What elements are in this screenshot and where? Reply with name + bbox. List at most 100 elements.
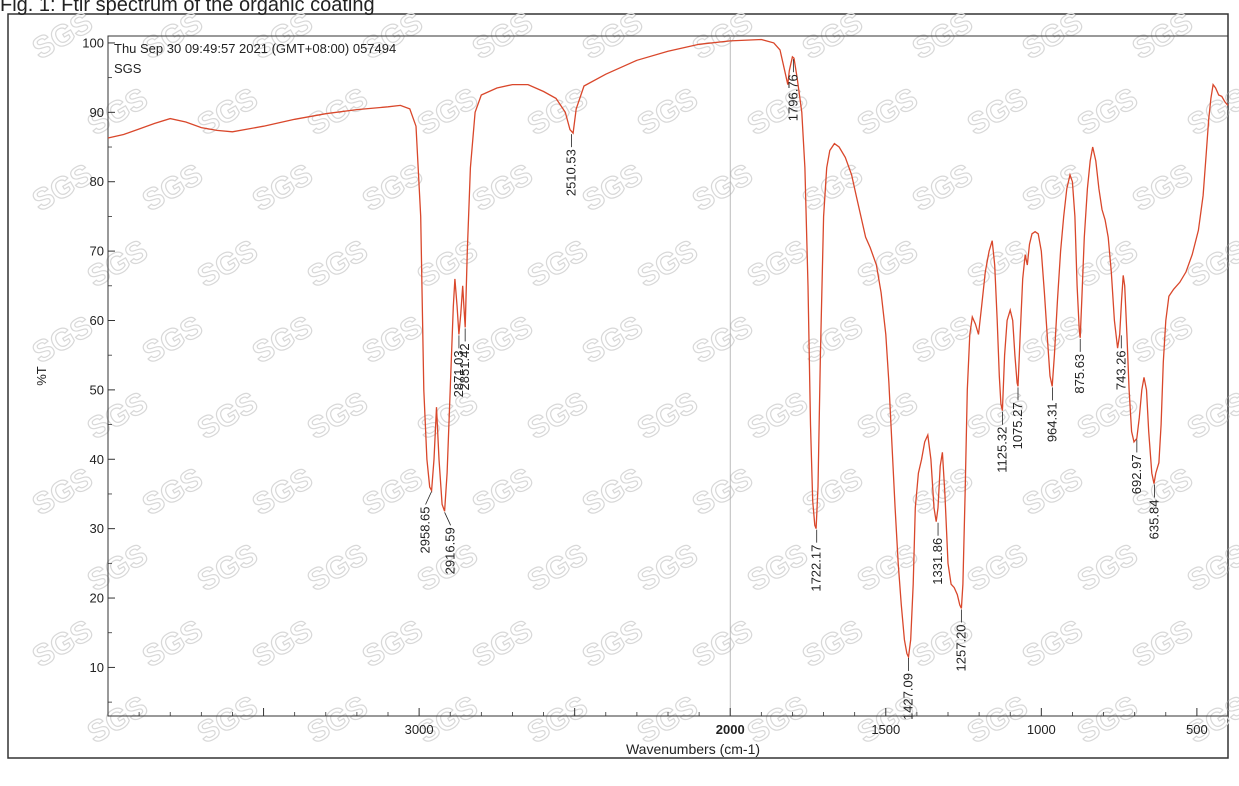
peak-label: 692.97 <box>1129 454 1144 494</box>
watermark-text: SGS <box>962 690 1033 750</box>
x-axis-label: Wavenumbers (cm-1) <box>626 741 760 757</box>
watermark-text: SGS <box>907 158 978 218</box>
watermark-text: SGS <box>852 234 923 294</box>
watermark-text: SGS <box>687 614 758 674</box>
y-axis: 100 90 80 70 60 50 40 30 20 10 <box>82 35 115 703</box>
watermark-text: SGS <box>412 386 483 446</box>
peak-leader <box>444 512 451 526</box>
watermark-text: SGS <box>907 462 978 522</box>
watermark-text: SGS <box>1127 310 1198 370</box>
watermark-text: SGS <box>82 538 153 598</box>
peak-label: 743.26 <box>1113 350 1128 390</box>
watermark-text: SGS <box>1182 538 1239 598</box>
x-tick-label: 2000 <box>716 722 745 737</box>
peak-label: 2871.03 <box>451 350 466 397</box>
watermark-text: SGS <box>247 158 318 218</box>
y-tick-label: 30 <box>90 521 104 536</box>
watermark-text: SGS <box>357 614 428 674</box>
watermark-text: SGS <box>522 690 593 750</box>
peak-label: 635.84 <box>1147 500 1162 540</box>
peak-leader <box>425 491 432 505</box>
watermark-text: SGS <box>1072 690 1143 750</box>
y-tick-label: 80 <box>90 174 104 189</box>
watermark-text: SGS <box>577 310 648 370</box>
watermark-text: SGS <box>742 234 813 294</box>
watermark-text: SGS <box>82 690 153 750</box>
watermark-text: SGS <box>1072 82 1143 142</box>
watermark-text: SGS <box>137 462 208 522</box>
chart-header-timestamp: Thu Sep 30 09:49:57 2021 (GMT+08:00) 057… <box>114 41 396 56</box>
y-tick-label: 70 <box>90 244 104 259</box>
watermark-text: SGS <box>1127 614 1198 674</box>
watermark-text: SGS <box>742 386 813 446</box>
watermark-text: SGS <box>137 614 208 674</box>
watermark-text: SGS <box>522 234 593 294</box>
watermark-text: SGS <box>27 310 98 370</box>
watermark-text: SGS <box>632 386 703 446</box>
watermark-text: SGS <box>797 310 868 370</box>
watermark-text: SGS <box>27 462 98 522</box>
watermark-text: SGS <box>27 614 98 674</box>
plot-area <box>107 35 1229 717</box>
watermark-text: SGS <box>632 538 703 598</box>
watermark-text: SGS <box>1182 690 1239 750</box>
watermark-text: SGS <box>1017 462 1088 522</box>
watermark-text: SGS <box>797 614 868 674</box>
y-tick-label: 90 <box>90 105 104 120</box>
watermark-text: SGS <box>357 310 428 370</box>
watermark-text: SGS <box>852 82 923 142</box>
watermark-text: SGS <box>687 310 758 370</box>
watermark-text: SGS <box>247 310 318 370</box>
peak-label: 2510.53 <box>564 149 579 196</box>
watermark-text: SGS <box>467 614 538 674</box>
x-axis: 3000 2000 1500 1000 500 <box>138 708 1229 737</box>
watermark-text: SGS <box>687 158 758 218</box>
watermark-text: SGS <box>247 614 318 674</box>
peak-label: 2916.59 <box>443 527 458 574</box>
watermark-text: SGS <box>192 538 263 598</box>
watermark-text: SGS <box>137 158 208 218</box>
peak-label: 2958.65 <box>418 506 433 553</box>
watermark-text: SGS <box>1182 386 1239 446</box>
watermark-text: SGS <box>797 462 868 522</box>
watermark-text: SGS <box>962 82 1033 142</box>
watermark-text: SGS <box>1072 538 1143 598</box>
watermark-text: SGS <box>1182 234 1239 294</box>
watermark-text: SGS <box>907 310 978 370</box>
watermark-text: SGS <box>742 538 813 598</box>
x-tick-label: 1500 <box>871 722 900 737</box>
peak-label: 875.63 <box>1072 354 1087 394</box>
watermark-text: SGS <box>192 386 263 446</box>
watermark-text: SGS <box>192 690 263 750</box>
watermark-text: SGS <box>412 690 483 750</box>
watermark-text: SGS <box>192 234 263 294</box>
peak-label: 1075.27 <box>1010 402 1025 449</box>
watermark-text: SGS <box>632 234 703 294</box>
watermark-text: SGS <box>302 386 373 446</box>
watermark-text: SGS <box>192 82 263 142</box>
watermark-text: SGS <box>467 310 538 370</box>
watermark-text: SGS <box>632 82 703 142</box>
watermark-text: SGS <box>302 538 373 598</box>
watermark-text: SGS <box>577 158 648 218</box>
y-tick-label: 20 <box>90 591 104 606</box>
peak-label: 1125.32 <box>994 427 1009 473</box>
watermark-text: SGS <box>1182 82 1239 142</box>
watermark-text: SGS <box>412 234 483 294</box>
peak-label: 1427.09 <box>900 673 915 720</box>
peak-label: 1257.20 <box>953 624 968 671</box>
watermark-text: SGS <box>962 538 1033 598</box>
watermark-text: SGS <box>302 234 373 294</box>
watermark-text: SGS <box>137 310 208 370</box>
y-axis-label: %T <box>34 366 49 386</box>
watermark-text: SGS <box>467 158 538 218</box>
peak-label: 1331.86 <box>930 538 945 585</box>
figure-caption: Fig. 1: Ftir spectrum of the organic coa… <box>0 0 375 16</box>
y-tick-label: 40 <box>90 452 104 467</box>
watermark-text: SGS <box>1017 158 1088 218</box>
watermark-text: SGS <box>247 462 318 522</box>
chart-header-company: SGS <box>114 61 142 76</box>
spectrum-line <box>107 38 1229 660</box>
